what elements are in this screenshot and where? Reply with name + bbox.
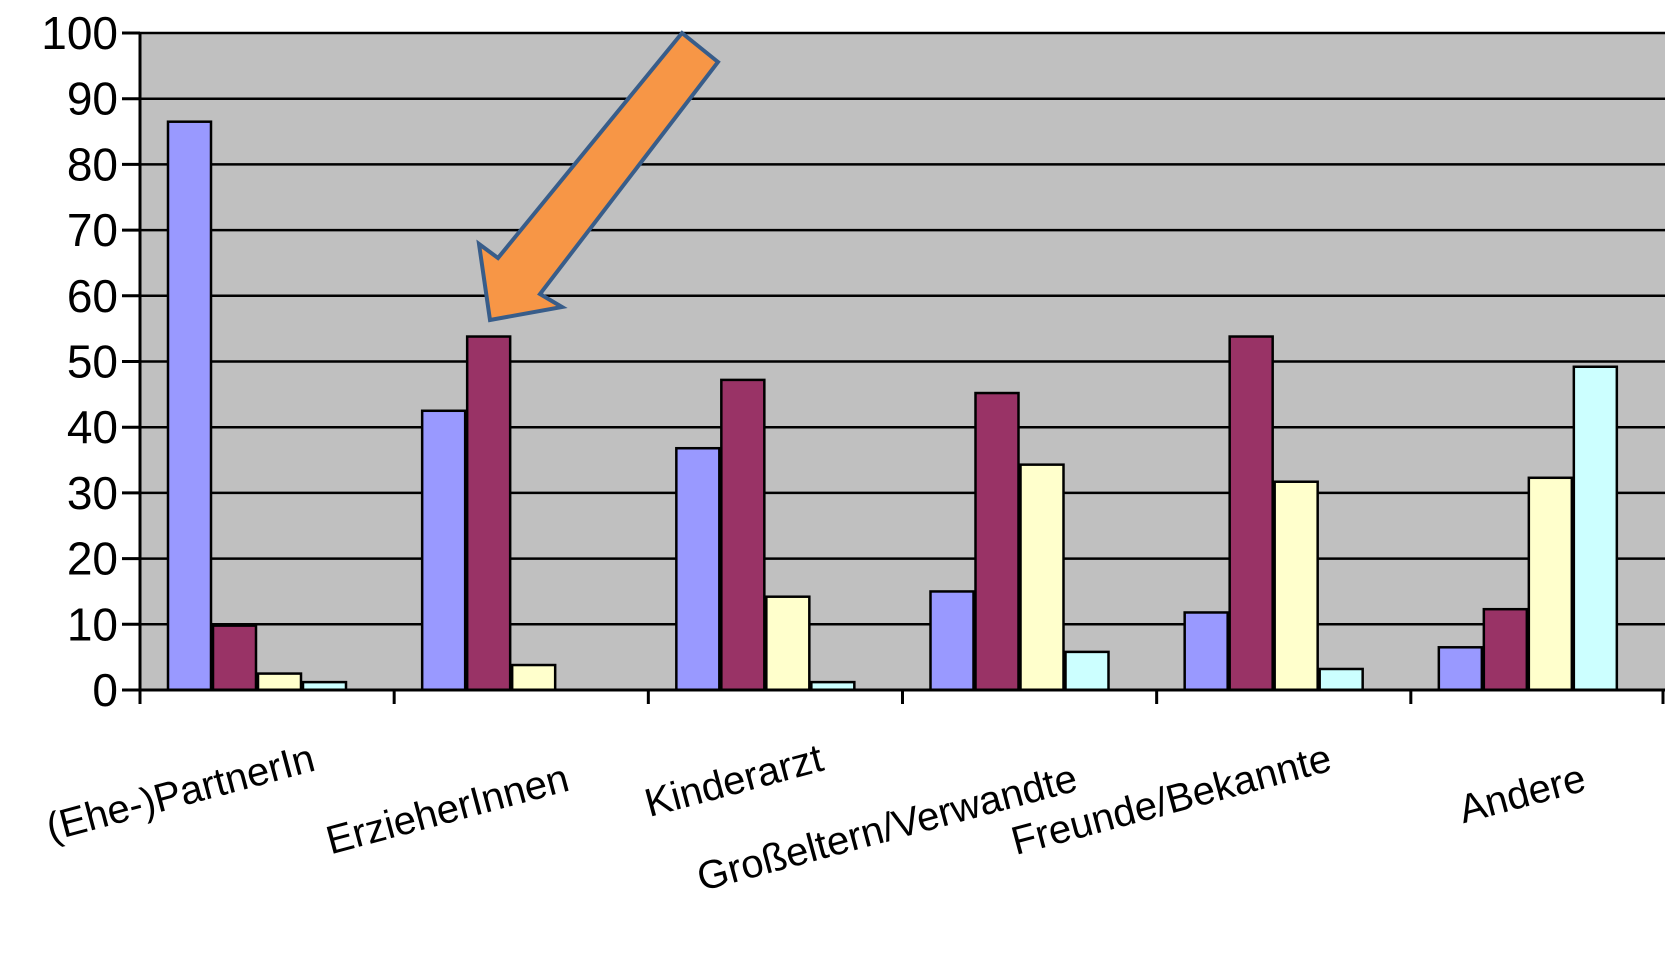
bar	[510, 663, 557, 692]
bar	[211, 624, 258, 692]
category-label: Kinderarzt	[640, 736, 827, 826]
bar	[1527, 476, 1574, 692]
bar	[720, 378, 766, 692]
y-tick-label: 80	[67, 138, 118, 190]
bar	[1482, 607, 1529, 692]
bar	[675, 446, 721, 692]
bar	[465, 335, 512, 692]
y-tick-label: 60	[67, 270, 118, 322]
bar	[1228, 335, 1274, 692]
bar	[1019, 463, 1065, 692]
y-tick-label: 50	[67, 336, 118, 388]
y-tick-label: 40	[67, 401, 118, 453]
bar	[1572, 365, 1619, 692]
highlight-arrow	[476, 30, 721, 323]
y-tick-label: 0	[92, 664, 118, 716]
bar	[1273, 480, 1319, 692]
y-axis-ticks: 0 10 20 30 40 50 60 70 80 90 100	[41, 7, 140, 716]
bar	[256, 672, 303, 692]
bar	[765, 595, 811, 692]
y-tick-label: 30	[67, 467, 118, 519]
category-labels: (Ehe-)PartnerIn ErzieherInnen KinderarztGr…	[42, 736, 1590, 900]
y-tick-label: 20	[67, 533, 118, 585]
y-tick-label: 90	[67, 73, 118, 125]
y-tick-label: 10	[67, 598, 118, 650]
bar	[166, 120, 213, 692]
x-axis-ticks	[138, 690, 1665, 704]
bar	[929, 590, 975, 692]
y-tick-label: 70	[67, 204, 118, 256]
gridlines	[140, 31, 1665, 626]
bar	[1318, 667, 1364, 692]
category-label: Andere	[1454, 756, 1590, 832]
category-label: ErzieherInnen	[322, 756, 574, 863]
bar	[1064, 650, 1110, 692]
y-tick-label: 100	[41, 7, 118, 59]
category-label: (Ehe-)PartnerIn	[42, 736, 320, 850]
bar	[1183, 611, 1229, 692]
bar	[420, 409, 467, 692]
bar	[1437, 646, 1484, 692]
bars	[166, 120, 1619, 692]
bar	[974, 391, 1020, 692]
